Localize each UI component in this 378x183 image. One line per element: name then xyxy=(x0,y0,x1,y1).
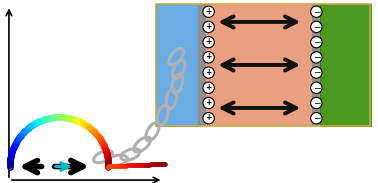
Text: −: − xyxy=(313,22,320,31)
Circle shape xyxy=(311,36,322,48)
Circle shape xyxy=(203,113,214,124)
Text: +: + xyxy=(206,98,212,107)
Bar xyxy=(156,4,198,126)
Circle shape xyxy=(311,21,322,33)
Circle shape xyxy=(203,21,214,33)
Circle shape xyxy=(311,6,322,17)
Circle shape xyxy=(203,36,214,48)
Text: −: − xyxy=(313,68,320,77)
Text: +: + xyxy=(206,53,212,61)
Text: −: − xyxy=(313,98,320,107)
Text: −: − xyxy=(313,53,320,61)
Circle shape xyxy=(311,97,322,109)
Bar xyxy=(312,4,321,126)
Text: +: + xyxy=(206,37,212,46)
Bar xyxy=(206,4,312,126)
Text: +: + xyxy=(206,68,212,77)
Circle shape xyxy=(203,67,214,78)
Circle shape xyxy=(203,82,214,94)
Circle shape xyxy=(311,113,322,124)
Text: +: + xyxy=(206,113,212,122)
Circle shape xyxy=(311,67,322,78)
Bar xyxy=(156,4,370,126)
Circle shape xyxy=(203,52,214,63)
Circle shape xyxy=(311,52,322,63)
Text: +: + xyxy=(206,83,212,92)
Text: −: − xyxy=(313,83,320,92)
Bar xyxy=(198,4,206,126)
Circle shape xyxy=(311,82,322,94)
Circle shape xyxy=(203,97,214,109)
Text: −: − xyxy=(313,37,320,46)
Text: −: − xyxy=(313,113,320,122)
Circle shape xyxy=(203,6,214,17)
Text: +: + xyxy=(206,22,212,31)
Bar xyxy=(321,4,378,126)
Text: −: − xyxy=(313,7,320,16)
Text: +: + xyxy=(206,7,212,16)
